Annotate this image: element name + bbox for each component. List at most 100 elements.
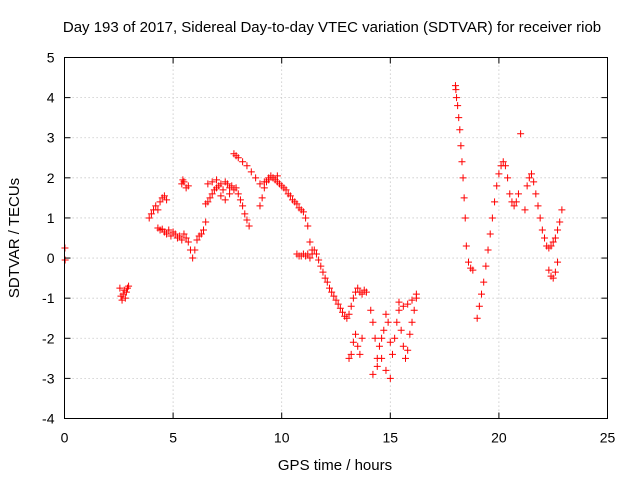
data-point [226, 190, 234, 198]
data-point [456, 126, 464, 134]
data-point [184, 238, 192, 246]
data-point [501, 162, 509, 170]
data-point [176, 232, 184, 240]
x-axis-title: GPS time / hours [278, 457, 392, 474]
data-point [243, 162, 251, 170]
y-tick-label: 2 [47, 170, 55, 186]
data-point [232, 184, 240, 192]
data-point [321, 274, 329, 282]
data-point [410, 306, 418, 314]
data-point [399, 342, 407, 350]
data-point [325, 284, 333, 292]
data-point [473, 314, 481, 322]
data-point [393, 318, 401, 326]
data-point [549, 274, 557, 282]
data-point [458, 158, 466, 166]
data-point [382, 366, 390, 374]
data-point [367, 306, 375, 314]
data-point [206, 194, 214, 202]
data-point [180, 230, 188, 238]
data-point [384, 318, 392, 326]
data-point [319, 268, 327, 276]
data-point [482, 262, 490, 270]
data-point [310, 246, 318, 254]
data-point [306, 238, 314, 246]
data-point [184, 182, 192, 190]
data-point [358, 334, 366, 342]
data-point [484, 246, 492, 254]
data-point [454, 102, 462, 110]
y-tick-label: 1 [47, 210, 55, 226]
data-point [217, 180, 225, 188]
data-point [460, 194, 468, 202]
data-point [273, 172, 281, 180]
data-point [260, 184, 268, 192]
data-point [525, 174, 533, 182]
data-point [380, 326, 388, 334]
y-tick-label: 3 [47, 130, 55, 146]
data-point [247, 168, 255, 176]
data-point [323, 278, 331, 286]
data-point [178, 236, 186, 244]
data-point [312, 250, 320, 258]
data-point [239, 158, 247, 166]
data-point [245, 222, 253, 230]
data-point [180, 178, 188, 186]
data-point [369, 318, 377, 326]
data-point [506, 190, 514, 198]
data-point [369, 370, 377, 378]
data-point [154, 206, 162, 214]
data-point [121, 294, 129, 302]
data-point [189, 254, 197, 262]
data-point [408, 296, 416, 304]
data-point [406, 330, 414, 338]
y-tick-label: -4 [42, 411, 55, 427]
data-point [464, 258, 472, 266]
data-point [488, 214, 496, 222]
data-point [304, 222, 312, 230]
data-point [122, 288, 130, 296]
data-point [286, 192, 294, 200]
data-point [116, 284, 124, 292]
y-tick-label: 4 [47, 90, 55, 106]
data-point [339, 308, 347, 316]
data-point [163, 230, 171, 238]
data-point [480, 278, 488, 286]
data-point [332, 296, 340, 304]
data-point [499, 158, 507, 166]
data-point [404, 346, 412, 354]
data-point [504, 174, 512, 182]
data-point [386, 374, 394, 382]
data-point [558, 206, 566, 214]
data-point [204, 180, 212, 188]
data-point [236, 196, 244, 204]
plot-frame [64, 57, 608, 419]
data-point [523, 182, 531, 190]
data-point [330, 292, 338, 300]
data-point [145, 214, 153, 222]
data-point [514, 190, 522, 198]
data-point [551, 268, 559, 276]
data-point [395, 306, 403, 314]
data-point [517, 130, 525, 138]
data-point [219, 186, 227, 194]
data-point [354, 284, 362, 292]
data-point [213, 176, 221, 184]
data-point [375, 342, 383, 350]
data-point [349, 294, 357, 302]
data-point [453, 94, 461, 102]
data-point [491, 198, 499, 206]
y-tick-label: -1 [42, 290, 55, 306]
data-point [193, 236, 201, 244]
data-point [262, 178, 270, 186]
data-point [315, 256, 323, 264]
axis-ticks [64, 57, 608, 419]
data-point [397, 326, 405, 334]
data-point [299, 208, 307, 216]
data-point [328, 288, 336, 296]
data-point [402, 354, 410, 362]
data-point [510, 202, 518, 210]
data-point [541, 234, 549, 242]
data-point [347, 302, 355, 310]
data-point [538, 226, 546, 234]
